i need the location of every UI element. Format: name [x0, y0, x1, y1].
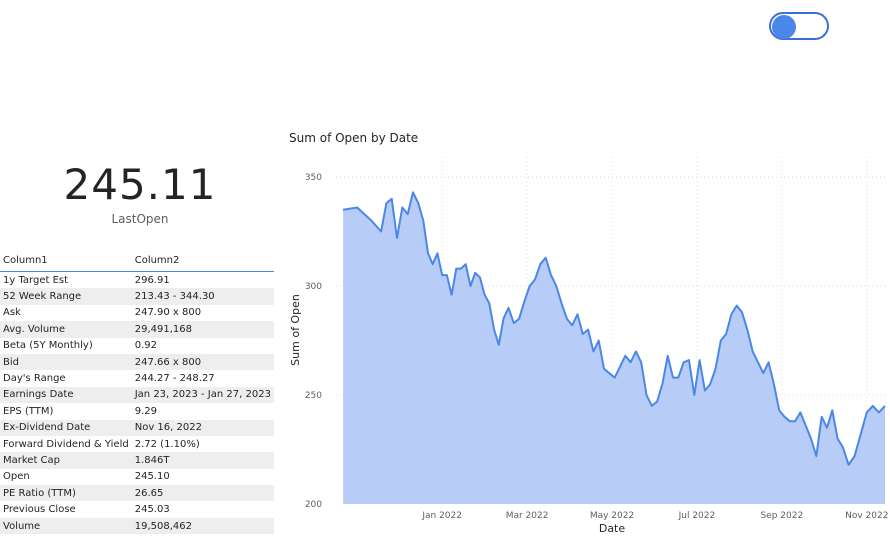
chart-title: Sum of Open by Date	[289, 131, 418, 145]
table-row: Forward Dividend & Yield 2.72 (1.10%)	[0, 436, 274, 452]
row-value: 29,491,168	[131, 321, 274, 338]
data-table: Column1 Column2 1y Target Est 296.91 52 We…	[0, 252, 274, 535]
row-value: 1.846T	[131, 452, 274, 469]
row-value: 19,508,462	[131, 517, 274, 535]
row-label: EPS (TTM)	[3, 405, 54, 417]
table-row: PE Ratio (TTM) 26.65	[0, 485, 274, 502]
table-row: Ask 247.90 x 800	[0, 305, 274, 321]
table-row: 1y Target Est 296.91	[0, 272, 274, 289]
toggle-knob[interactable]	[772, 15, 796, 39]
toggle-switch[interactable]	[769, 12, 829, 40]
table-row: EPS (TTM) 9.29	[0, 403, 274, 419]
table-row: 52 Week Range 213.43 - 344.30	[0, 288, 274, 305]
table-row: Market Cap 1.846T	[0, 452, 274, 469]
row-label: Open	[3, 471, 30, 483]
row-label: Volume	[0, 517, 132, 535]
row-label: Beta (5Y Monthly)	[3, 340, 93, 352]
table-row: Day's Range 244.27 - 248.27	[0, 370, 274, 386]
row-value: 247.66 x 800	[131, 353, 274, 371]
table-row: Earnings Date Jan 23, 2023 - Jan 27, 2023	[0, 386, 274, 404]
row-value: 245.03	[134, 504, 170, 516]
x-tick-label: May 2022	[590, 511, 634, 521]
x-tick-label: Mar 2022	[506, 511, 549, 521]
row-label: Bid	[0, 353, 132, 371]
area	[343, 192, 886, 505]
row-label: Market Cap	[0, 452, 132, 469]
table-row: Avg. Volume 29,491,168	[0, 321, 274, 338]
column-header: Column1	[0, 252, 132, 272]
row-value: Nov 16, 2022	[131, 419, 274, 436]
x-tick-label: Nov 2022	[845, 511, 888, 521]
row-value: 245.10	[134, 471, 170, 483]
row-label: Previous Close	[3, 504, 76, 516]
table-row: Beta (5Y Monthly) 0.92	[0, 338, 274, 354]
row-value: 296.91	[134, 274, 170, 286]
row-value: 244.27 - 248.27	[134, 373, 215, 385]
row-value: 26.65	[131, 485, 274, 502]
kpi-label: LastOpen	[111, 212, 169, 226]
column-header: Column2	[131, 252, 274, 272]
row-value: 2.72 (1.10%)	[134, 438, 200, 450]
y-axis-title: Sum of Open	[289, 294, 302, 366]
y-tick-label: 200	[305, 500, 322, 510]
y-tick-label: 250	[305, 391, 322, 401]
row-value: 247.90 x 800	[134, 307, 202, 319]
x-tick-label: Jan 2022	[421, 511, 462, 521]
y-tick-label: 300	[305, 282, 322, 292]
x-tick-label: Sep 2022	[760, 511, 803, 521]
row-value: 213.43 - 344.30	[131, 288, 274, 305]
x-axis-title: Date	[599, 522, 626, 535]
row-value: 0.92	[134, 340, 157, 352]
kpi-card: 245.11 LastOpen	[40, 160, 240, 226]
row-label: Ask	[3, 307, 21, 319]
row-label: Avg. Volume	[0, 321, 132, 338]
table-row: Volume 19,508,462	[0, 517, 274, 535]
row-label: Ex-Dividend Date	[0, 419, 132, 436]
header-row: Column1 Column2	[0, 252, 274, 272]
x-tick-label: Jul 2022	[678, 511, 716, 521]
row-value: 9.29	[134, 405, 157, 417]
table-row: Previous Close 245.03	[0, 501, 274, 517]
row-label: 52 Week Range	[0, 288, 132, 305]
row-label: 1y Target Est	[3, 274, 69, 286]
row-label: Forward Dividend & Yield	[3, 438, 129, 450]
row-label: PE Ratio (TTM)	[0, 485, 132, 502]
row-value: Jan 23, 2023 - Jan 27, 2023	[131, 386, 274, 404]
line	[342, 191, 886, 466]
table-row: Ex-Dividend Date Nov 16, 2022	[0, 419, 274, 436]
kpi-value: 245.11	[63, 160, 217, 209]
y-tick-label: 350	[305, 173, 322, 183]
row-label: Earnings Date	[0, 386, 132, 404]
table-row: Bid 247.66 x 800	[0, 353, 274, 371]
row-label: Day's Range	[3, 373, 66, 385]
table-row: Open 245.10	[0, 469, 274, 485]
